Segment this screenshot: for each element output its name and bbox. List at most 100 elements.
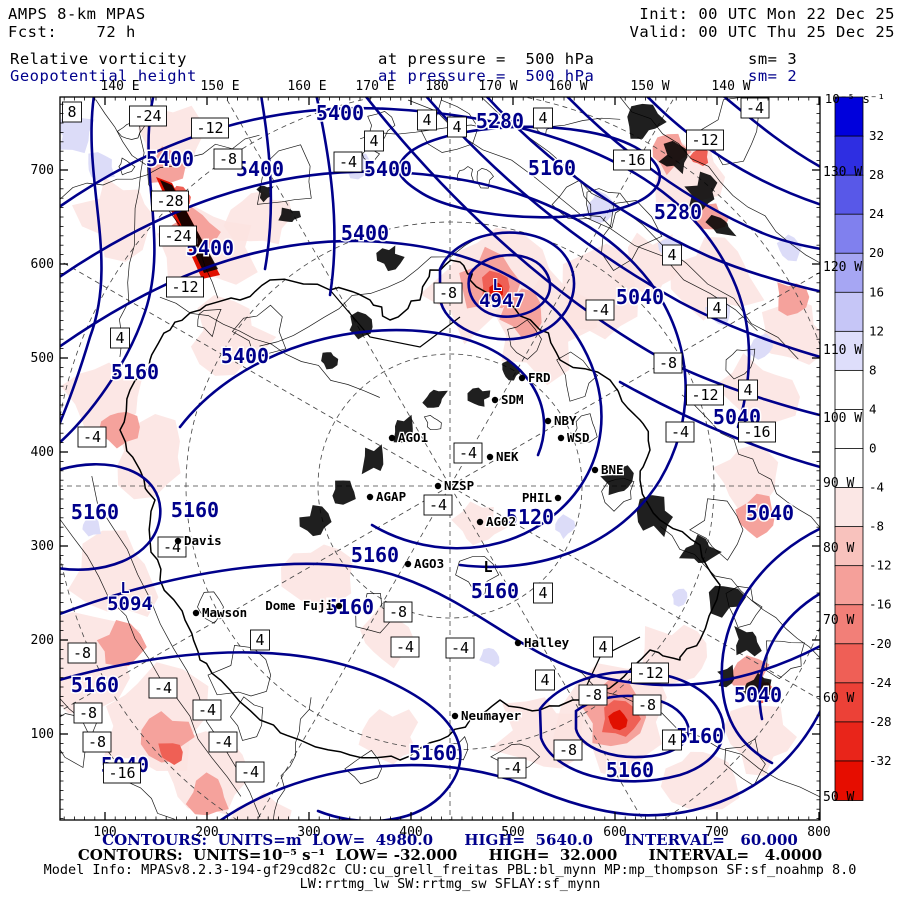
colorbar: 32 28 24 20 16 12 8 4 0 -4 -8 -12 -16 -20 -24 -28 -32 10⁻… bbox=[823, 91, 892, 805]
height-label: 5160 bbox=[71, 500, 119, 524]
vorticity-box bbox=[417, 109, 437, 131]
vorticity-value: -28 bbox=[156, 192, 183, 210]
vorticity-value: 4 bbox=[743, 381, 752, 399]
field2-name: Geopotential height bbox=[10, 67, 197, 85]
station-dot bbox=[192, 609, 200, 617]
station-dot bbox=[557, 434, 565, 442]
station-dot bbox=[518, 374, 526, 382]
colorbar-tick: -8 bbox=[869, 519, 884, 534]
vorticity-box bbox=[585, 299, 615, 321]
station-label: Dome Fuji bbox=[265, 598, 333, 613]
contour-info-height: CONTOURS: UNITS=m LOW= 4980.0 HIGH= 5640… bbox=[102, 831, 798, 849]
contour-info-vorticity: CONTOURS: UNITS=10⁻⁵ s⁻¹ LOW= -32.000 HI… bbox=[77, 846, 823, 864]
vorticity-box bbox=[250, 629, 270, 651]
vorticity-box bbox=[632, 694, 662, 716]
lon-label-top: 170 W bbox=[478, 79, 517, 94]
valid-time: Valid: 00 UTC Thu 25 Dec 25 bbox=[629, 23, 895, 41]
vorticity-value: -12 bbox=[196, 119, 223, 137]
colorbar-segment bbox=[834, 526, 864, 567]
vorticity-box bbox=[497, 757, 527, 779]
axis-labels: 140 E 150 E 160 E 170 E 180 170 W 160 W 150 W 14… bbox=[31, 79, 831, 840]
forecast-hour: Fcst: 72 h bbox=[8, 23, 136, 41]
colorbar-segment bbox=[834, 643, 864, 684]
map-border bbox=[59, 96, 821, 821]
vorticity-box bbox=[738, 379, 758, 401]
height-label: 5280 bbox=[476, 109, 524, 133]
vorticity-box bbox=[333, 151, 363, 173]
colorbar-segment bbox=[834, 96, 864, 137]
vorticity-box bbox=[533, 582, 553, 604]
low-value: 5094 bbox=[107, 593, 153, 615]
y-axis-label: 300 bbox=[31, 539, 54, 554]
vorticity-value: -12 bbox=[171, 278, 198, 296]
vorticity-box bbox=[686, 129, 724, 151]
vorticity-value: 4 bbox=[115, 329, 124, 347]
vorticity-value: -12 bbox=[636, 664, 663, 682]
vorticity-box bbox=[129, 105, 167, 127]
vorticity-value: -4 bbox=[429, 496, 447, 514]
field1-smoothing: sm= 3 bbox=[748, 50, 798, 68]
height-label: 5160 bbox=[71, 673, 119, 697]
vorticity-box bbox=[103, 762, 141, 784]
vorticity-box bbox=[631, 662, 669, 684]
vorticity-value: 4 bbox=[598, 638, 607, 656]
station-dot bbox=[404, 560, 412, 568]
lon-label-right: 60 W bbox=[823, 691, 854, 706]
station-dot bbox=[366, 493, 374, 501]
station-dot bbox=[591, 466, 599, 474]
vorticity-box bbox=[73, 702, 103, 724]
station-dot bbox=[486, 453, 494, 461]
vorticity-box bbox=[213, 148, 243, 170]
vorticity-box bbox=[445, 637, 475, 659]
height-label: 5280 bbox=[654, 200, 702, 224]
vorticity-value: -16 bbox=[108, 764, 135, 782]
low-symbol: L bbox=[120, 579, 129, 597]
vorticity-value-boxes: 8 -24-12-8-28-24-12-44 4 44-16-12-444-8-12-… bbox=[62, 97, 776, 784]
station-label: FRD bbox=[528, 370, 551, 385]
vorticity-box bbox=[159, 225, 197, 247]
height-label: 5400 bbox=[221, 344, 269, 368]
vorticity-value: 4 bbox=[255, 631, 264, 649]
vorticity-value: -24 bbox=[134, 107, 161, 125]
vorticity-box bbox=[67, 642, 97, 664]
lon-label-right: 80 W bbox=[823, 541, 854, 556]
vorticity-box bbox=[208, 731, 238, 753]
vorticity-box bbox=[553, 739, 583, 761]
field2-level: at pressure = 500 hPa bbox=[378, 67, 595, 85]
station-dot bbox=[491, 396, 499, 404]
vorticity-value: -12 bbox=[691, 386, 718, 404]
vorticity-value: -8 bbox=[219, 150, 237, 168]
vorticity-box bbox=[433, 282, 463, 304]
y-axis-label: 100 bbox=[31, 727, 54, 742]
colorbar-tick: -32 bbox=[869, 753, 892, 768]
lon-label-top: 150 W bbox=[630, 79, 669, 94]
vorticity-box bbox=[535, 669, 555, 691]
vorticity-value: -8 bbox=[659, 354, 677, 372]
vorticity-value: -4 bbox=[459, 444, 477, 462]
vorticity-box bbox=[613, 149, 651, 171]
station-label: NEK bbox=[496, 449, 519, 464]
init-time: Init: 00 UTC Mon 22 Dec 25 bbox=[639, 5, 895, 23]
vorticity-value: 4 bbox=[667, 731, 676, 749]
vorticity-value: 4 bbox=[422, 111, 431, 129]
x-axis-label: 500 bbox=[501, 825, 524, 840]
station-label: AGAP bbox=[376, 489, 406, 504]
height-label: 5160 bbox=[171, 498, 219, 522]
vorticity-value: 4 bbox=[369, 132, 378, 150]
station-dot bbox=[335, 602, 343, 610]
vorticity-box bbox=[110, 327, 130, 349]
vorticity-value: 4 bbox=[538, 584, 547, 602]
vorticity-box bbox=[740, 97, 770, 119]
field1-name: Relative vorticity bbox=[10, 50, 187, 68]
vorticity-value: 4 bbox=[452, 118, 461, 136]
colorbar-segment bbox=[834, 174, 864, 216]
colorbar-title: 10⁻⁵ s⁻¹ bbox=[825, 91, 885, 106]
lon-label-right: 130 W bbox=[823, 165, 862, 180]
terrain-detail bbox=[160, 103, 774, 702]
station-label: NZSP bbox=[444, 478, 474, 493]
height-label: 5400 bbox=[146, 147, 194, 171]
vorticity-box bbox=[686, 384, 724, 406]
vorticity-box bbox=[738, 421, 776, 443]
colorbar-tick: 4 bbox=[869, 401, 877, 416]
vorticity-box bbox=[653, 352, 683, 374]
